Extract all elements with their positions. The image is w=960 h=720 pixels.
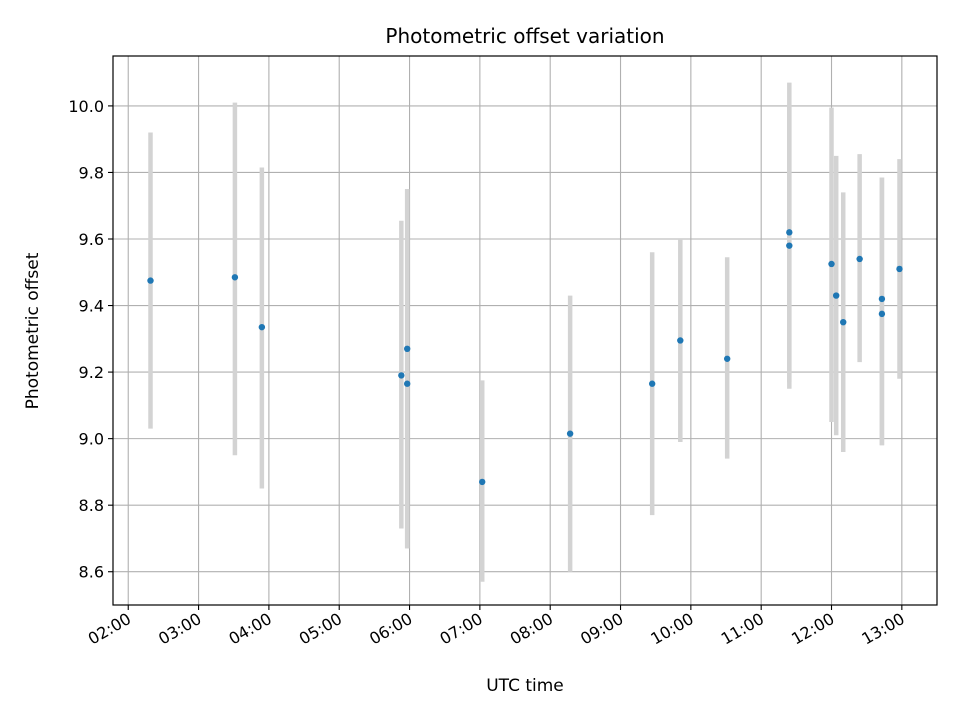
y-tick-label: 9.2 bbox=[79, 363, 104, 382]
data-point bbox=[648, 380, 656, 387]
data-point bbox=[404, 380, 411, 387]
y-axis-ticks: 8.6 8.8 9.0 9.2 9.4 9.6 9.8 10.0 bbox=[68, 97, 113, 582]
y-tick-label: 9.4 bbox=[79, 297, 104, 316]
data-points bbox=[147, 229, 903, 486]
y-tick-label: 8.8 bbox=[79, 496, 104, 515]
y-tick-label: 9.0 bbox=[79, 430, 104, 449]
y-tick-label: 9.8 bbox=[79, 163, 104, 182]
data-point bbox=[479, 478, 486, 486]
chart-title: Photometric offset variation bbox=[385, 24, 664, 48]
data-point bbox=[677, 337, 684, 344]
data-point bbox=[147, 277, 154, 284]
y-axis-label: Photometric offset bbox=[23, 252, 43, 409]
y-tick-label: 8.6 bbox=[79, 563, 104, 582]
data-point bbox=[231, 274, 239, 281]
data-point bbox=[828, 260, 835, 268]
data-point bbox=[840, 318, 847, 326]
data-point bbox=[258, 323, 266, 331]
x-axis-label: UTC time bbox=[486, 676, 564, 696]
data-point bbox=[404, 345, 411, 352]
data-point bbox=[566, 430, 574, 437]
data-point bbox=[398, 372, 405, 379]
data-point bbox=[856, 255, 863, 263]
y-tick-label: 10.0 bbox=[68, 97, 104, 116]
data-point bbox=[786, 229, 793, 236]
y-tick-label: 9.6 bbox=[79, 230, 104, 249]
data-point bbox=[896, 265, 903, 273]
data-point bbox=[786, 242, 793, 249]
data-point bbox=[878, 310, 886, 318]
data-point bbox=[832, 292, 840, 299]
plot-area-frame bbox=[112, 55, 938, 606]
data-point bbox=[878, 295, 886, 303]
data-point bbox=[723, 355, 731, 362]
